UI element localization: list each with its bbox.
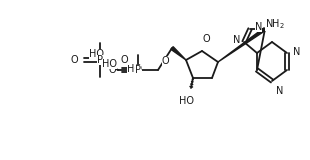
Text: P: P (97, 55, 103, 65)
Text: HO: HO (179, 96, 194, 106)
Text: O: O (108, 65, 116, 75)
Text: N: N (255, 22, 262, 32)
Polygon shape (218, 28, 266, 62)
Text: HO: HO (102, 59, 117, 69)
Text: O: O (121, 55, 129, 65)
Polygon shape (171, 47, 186, 60)
Text: N: N (232, 35, 240, 45)
Text: HO: HO (127, 64, 143, 74)
Text: HO: HO (88, 49, 104, 59)
Text: N: N (276, 86, 283, 96)
Text: NH$_2$: NH$_2$ (265, 17, 285, 31)
Text: O: O (70, 55, 78, 65)
Text: O: O (162, 56, 170, 66)
Text: O: O (202, 34, 210, 44)
Text: N: N (293, 47, 300, 57)
Text: P: P (135, 65, 141, 75)
